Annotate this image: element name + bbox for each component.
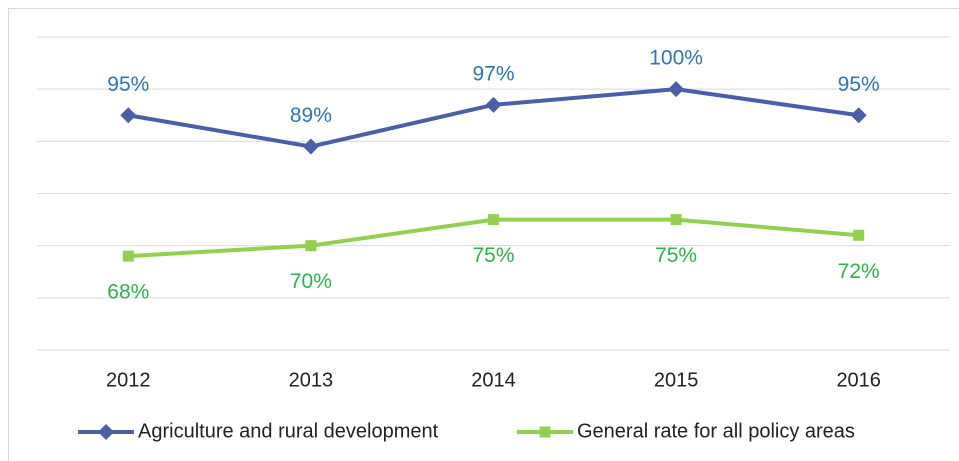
legend-marker [98, 424, 114, 440]
data-point [668, 81, 685, 98]
data-label: 95% [107, 73, 149, 96]
legend-marker [539, 426, 551, 438]
data-point [122, 250, 134, 262]
legend-label: Agriculture and rural development [138, 420, 439, 442]
x-tick-label: 2013 [289, 369, 334, 391]
data-label: 100% [649, 47, 703, 70]
data-label: 72% [838, 260, 880, 283]
data-label: 95% [838, 73, 880, 96]
data-point [305, 240, 317, 252]
data-point [302, 138, 319, 155]
x-tick-label: 2014 [471, 369, 516, 391]
chart-frame [8, 8, 959, 461]
x-tick-label: 2015 [654, 369, 699, 391]
data-point [488, 214, 499, 226]
data-point [853, 229, 865, 241]
data-point [850, 107, 867, 124]
data-label: 97% [472, 62, 514, 85]
legend-label: General rate for all policy areas [577, 420, 855, 442]
data-label: 75% [472, 244, 514, 267]
x-tick-label: 2016 [836, 369, 881, 391]
data-label: 68% [107, 281, 149, 304]
data-label: 75% [655, 244, 697, 267]
data-point [670, 214, 682, 226]
data-label: 70% [290, 270, 332, 293]
data-point [120, 107, 137, 124]
data-point [485, 96, 502, 113]
data-label: 89% [290, 104, 332, 127]
x-tick-label: 2012 [106, 369, 151, 391]
